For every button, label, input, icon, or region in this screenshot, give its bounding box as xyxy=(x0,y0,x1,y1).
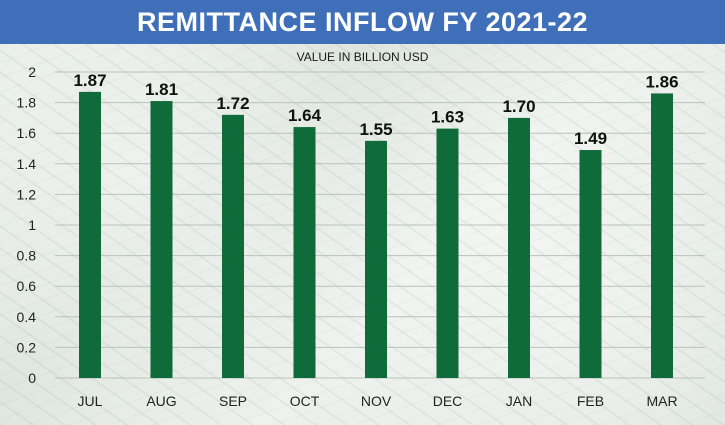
x-tick-label: SEP xyxy=(219,393,247,409)
data-label: 1.55 xyxy=(359,120,392,139)
title-bar: REMITTANCE INFLOW FY 2021-22 xyxy=(0,0,725,44)
x-tick-label: FEB xyxy=(577,393,604,409)
bar xyxy=(150,101,173,378)
y-tick-label: 1.2 xyxy=(17,186,37,202)
y-tick-label: 0.8 xyxy=(17,248,37,264)
data-label: 1.86 xyxy=(645,72,678,91)
bar xyxy=(222,114,244,378)
y-tick-label: 1.8 xyxy=(17,95,37,111)
x-tick-label: OCT xyxy=(290,393,320,409)
bar xyxy=(365,140,387,378)
x-tick-label: DEC xyxy=(433,393,463,409)
x-tick-label: NOV xyxy=(361,393,392,409)
y-tick-label: 1.4 xyxy=(17,156,37,172)
y-tick-label: 0.4 xyxy=(17,309,37,325)
bar xyxy=(579,150,602,378)
bar xyxy=(293,127,316,378)
data-label: 1.63 xyxy=(431,108,464,127)
data-label: 1.72 xyxy=(216,94,249,113)
y-tick-label: 0.6 xyxy=(17,278,37,294)
x-tick-label: JAN xyxy=(506,393,532,409)
y-tick-label: 0 xyxy=(28,370,36,386)
y-tick-label: 1.6 xyxy=(17,125,37,141)
data-label: 1.87 xyxy=(73,71,106,90)
bar xyxy=(508,117,530,379)
data-label: 1.49 xyxy=(574,129,607,148)
y-tick-label: 1 xyxy=(28,217,36,233)
bar xyxy=(651,93,673,379)
data-label: 1.64 xyxy=(288,106,322,125)
chart-subtitle: VALUE IN BILLION USD xyxy=(296,50,429,64)
y-tick-label: 2 xyxy=(28,64,36,80)
x-tick-label: AUG xyxy=(146,393,176,409)
bar xyxy=(79,91,101,378)
chart-title: REMITTANCE INFLOW FY 2021-22 xyxy=(136,6,589,37)
data-label: 1.81 xyxy=(145,80,178,99)
x-tick-label: JUL xyxy=(78,393,103,409)
data-label: 1.70 xyxy=(502,97,535,116)
x-tick-label: MAR xyxy=(646,393,677,409)
bar xyxy=(436,128,459,378)
y-tick-label: 0.2 xyxy=(17,339,37,355)
